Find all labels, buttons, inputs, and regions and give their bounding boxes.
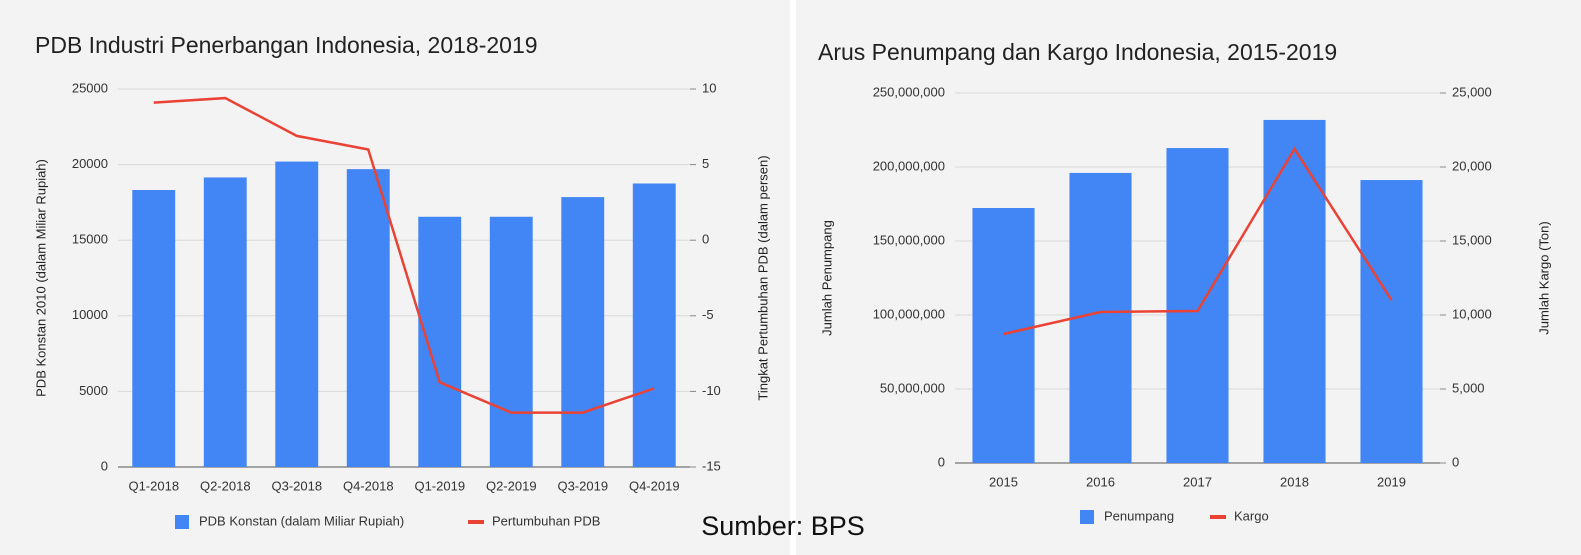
x-tick-label: Q4-2018 (343, 478, 394, 493)
legend-swatch (175, 515, 189, 529)
y-tick-label: 0 (938, 454, 945, 469)
y2-tick-label: 10 (702, 80, 716, 95)
y-tick-label: 25000 (72, 80, 108, 95)
y-axis-title: PDB Konstan 2010 (dalam Miliar Rupiah) (33, 159, 48, 397)
y-tick-label: 10000 (72, 307, 108, 322)
y-tick-label: 100,000,000 (873, 306, 945, 321)
y2-tick-label: 15,000 (1452, 232, 1492, 247)
y-axis-title: Jumlah Penumpang (819, 220, 834, 336)
x-tick-label: Q2-2018 (200, 478, 251, 493)
bar (1360, 180, 1423, 464)
x-tick-label: Q1-2019 (414, 478, 465, 493)
bar (489, 216, 533, 467)
chart-title: PDB Industri Penerbangan Indonesia, 2018… (35, 32, 538, 58)
y2-tick-label: 5,000 (1452, 380, 1485, 395)
y2-tick-label: -10 (702, 383, 721, 398)
y2-tick-label: -15 (702, 458, 721, 473)
y2-tick-label: 25,000 (1452, 84, 1492, 99)
bar (203, 177, 247, 467)
y-tick-label: 200,000,000 (873, 158, 945, 173)
legend-label: Penumpang (1104, 508, 1174, 523)
x-tick-label: Q2-2019 (486, 478, 537, 493)
y2-tick-label: 0 (1452, 454, 1459, 469)
legend-label: PDB Konstan (dalam Miliar Rupiah) (199, 513, 404, 528)
bar (561, 197, 605, 467)
y-tick-label: 50,000,000 (880, 380, 945, 395)
y-tick-label: 20000 (72, 156, 108, 171)
y2-tick-label: 20,000 (1452, 158, 1492, 173)
y2-tick-label: 10,000 (1452, 306, 1492, 321)
y-tick-label: 250,000,000 (873, 84, 945, 99)
y2-tick-label: -5 (702, 307, 714, 322)
source: Sumber: BPS (701, 511, 865, 541)
y2-axis-title: Jumlah Kargo (Ton) (1536, 221, 1551, 334)
x-tick-label: 2017 (1183, 474, 1212, 489)
bar (1166, 148, 1229, 463)
line (153, 96, 655, 414)
y-tick-label: 150,000,000 (873, 232, 945, 247)
x-tick-label: 2015 (989, 474, 1018, 489)
chart-title: Arus Penumpang dan Kargo Indonesia, 2015… (818, 39, 1337, 65)
y-tick-label: 15000 (72, 232, 108, 247)
legend-label: Pertumbuhan PDB (492, 513, 600, 528)
x-tick-label: 2018 (1280, 474, 1309, 489)
bar (1263, 119, 1326, 463)
legend-label: Kargo (1234, 508, 1269, 523)
x-tick-label: Q3-2018 (271, 478, 322, 493)
bar (632, 183, 676, 467)
bar (346, 169, 390, 468)
y2-tick-label: 0 (702, 232, 709, 247)
x-tick-label: 2019 (1377, 474, 1406, 489)
bar (418, 216, 462, 467)
y-tick-label: 0 (101, 458, 108, 473)
bar (132, 190, 176, 468)
bar (972, 207, 1035, 463)
legend-swatch (1080, 510, 1094, 524)
y-tick-label: 5000 (79, 383, 108, 398)
y2-axis-title: Tingkat Pertumbuhan PDB (dalam persen) (755, 155, 770, 400)
x-tick-label: Q1-2018 (128, 478, 179, 493)
x-tick-label: Q3-2019 (557, 478, 608, 493)
y2-tick-label: 5 (702, 156, 709, 171)
x-tick-label: 2016 (1086, 474, 1115, 489)
line (1003, 146, 1393, 336)
bar (275, 161, 319, 468)
x-tick-label: Q4-2019 (629, 478, 680, 493)
